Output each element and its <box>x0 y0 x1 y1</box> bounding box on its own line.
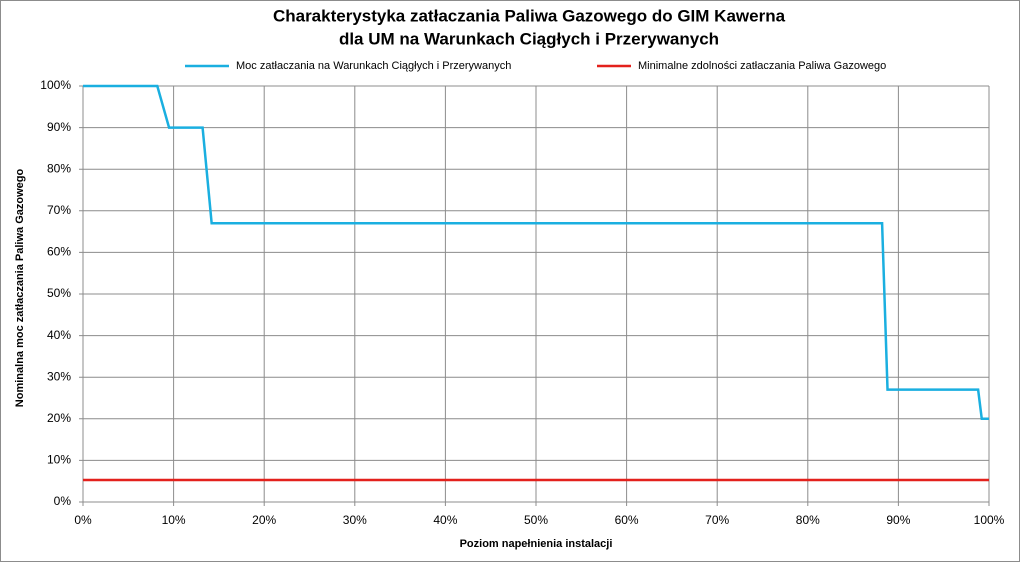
x-tick-label: 20% <box>252 513 276 527</box>
x-tick-label: 60% <box>615 513 639 527</box>
y-tick-label: 20% <box>47 411 71 425</box>
legend-label: Minimalne zdolności zatłaczania Paliwa G… <box>638 60 886 72</box>
y-tick-label: 40% <box>47 328 71 342</box>
y-tick-label: 50% <box>47 286 71 300</box>
y-tick-label: 80% <box>47 161 71 175</box>
x-tick-label: 0% <box>74 513 92 527</box>
x-tick-label: 50% <box>524 513 548 527</box>
chart-title: dla UM na Warunkach Ciągłych i Przerywan… <box>339 29 719 48</box>
y-axis-label: Nominalna moc zatłaczania Paliwa Gazoweg… <box>14 169 26 408</box>
x-tick-label: 100% <box>974 513 1005 527</box>
y-tick-label: 90% <box>47 120 71 134</box>
y-tick-label: 100% <box>40 78 71 92</box>
line-series <box>83 84 989 421</box>
legend-label: Moc zatłaczania na Warunkach Ciągłych i … <box>236 60 511 72</box>
y-tick-label: 30% <box>47 369 71 383</box>
y-tick-label: 0% <box>54 494 72 508</box>
y-tick-label: 60% <box>47 245 71 259</box>
x-tick-label: 80% <box>796 513 820 527</box>
y-tick-label: 10% <box>47 453 71 467</box>
chart-title: Charakterystyka zatłaczania Paliwa Gazow… <box>273 6 786 25</box>
x-tick-label: 40% <box>433 513 457 527</box>
x-axis-label: Poziom napełnienia instalacji <box>460 538 613 550</box>
x-tick-label: 30% <box>343 513 367 527</box>
x-tick-label: 70% <box>705 513 729 527</box>
x-tick-label: 10% <box>162 513 186 527</box>
x-tick-label: 90% <box>886 513 910 527</box>
y-tick-label: 70% <box>47 203 71 217</box>
